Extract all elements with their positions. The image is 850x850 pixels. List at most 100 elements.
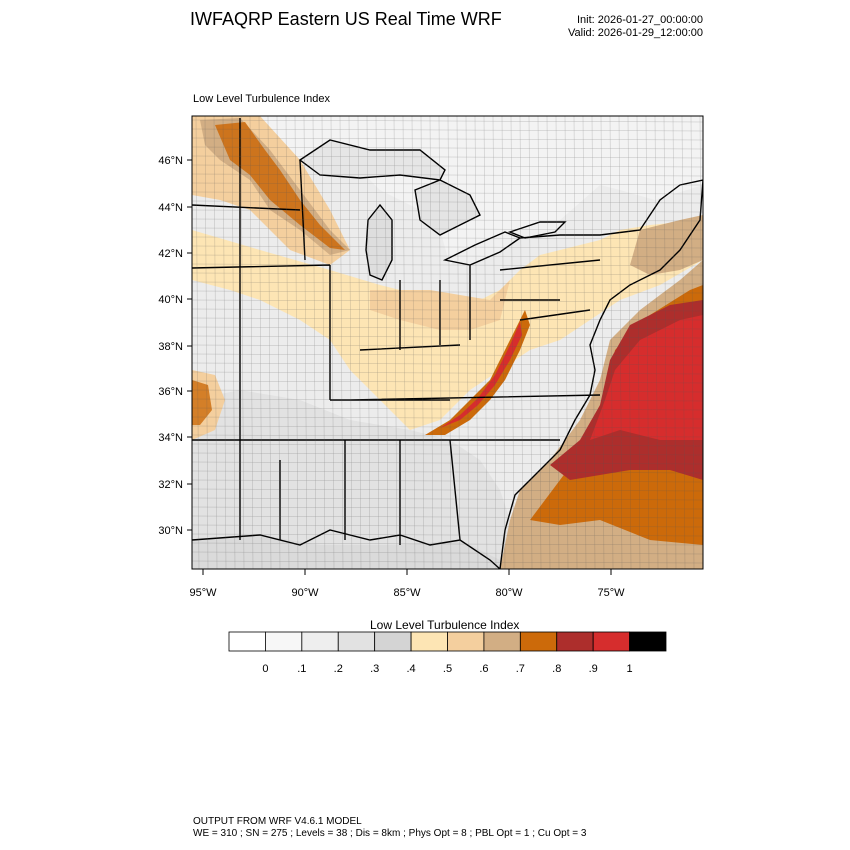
county-line bbox=[192, 560, 703, 564]
init-time: Init: 2026-01-27_00:00:00 bbox=[577, 14, 703, 26]
county-line bbox=[192, 173, 703, 177]
colorbar-swatch bbox=[374, 631, 412, 652]
colorbar-tick-label: 0 bbox=[262, 663, 268, 675]
county-line bbox=[438, 116, 443, 569]
county-line bbox=[192, 191, 703, 195]
county-line bbox=[528, 116, 533, 569]
colorbar-swatch bbox=[592, 631, 630, 652]
lake-michigan bbox=[366, 205, 392, 280]
colorbar-swatch bbox=[337, 631, 376, 652]
county-line bbox=[609, 116, 614, 569]
footer-line1: OUTPUT FROM WRF V4.6.1 MODEL bbox=[193, 816, 362, 827]
county-line bbox=[192, 299, 703, 303]
county-line bbox=[663, 116, 668, 569]
county-line bbox=[192, 353, 703, 357]
county-line bbox=[192, 452, 703, 456]
county-line bbox=[192, 470, 703, 474]
county-line bbox=[192, 344, 703, 348]
county-line bbox=[240, 116, 245, 569]
county-line bbox=[411, 116, 416, 569]
county-line bbox=[192, 272, 703, 276]
nw-orange bbox=[215, 122, 345, 250]
county-line bbox=[192, 209, 703, 213]
county-line bbox=[591, 116, 596, 569]
county-line bbox=[192, 245, 703, 249]
county-line bbox=[474, 116, 479, 569]
county-line bbox=[192, 434, 703, 438]
lake-michigan-outline bbox=[365, 203, 393, 281]
county-line bbox=[456, 116, 461, 569]
county-line bbox=[501, 116, 506, 569]
county-line bbox=[192, 398, 703, 402]
appalachian-orange bbox=[425, 310, 530, 435]
county-line bbox=[312, 116, 317, 569]
lon-label: 75°W bbox=[597, 587, 625, 599]
county-line bbox=[192, 128, 703, 132]
county-line bbox=[192, 416, 703, 420]
county-line bbox=[555, 116, 560, 569]
lon-label: 90°W bbox=[291, 587, 319, 599]
county-line bbox=[192, 317, 703, 321]
map-field-label: Low Level Turbulence Index bbox=[193, 93, 330, 105]
county-line bbox=[447, 116, 452, 569]
county-line bbox=[192, 371, 703, 375]
county-line bbox=[192, 155, 703, 159]
county-line bbox=[192, 119, 703, 123]
colorbar-tick-label: .9 bbox=[589, 663, 598, 675]
colorbar-tick-label: .3 bbox=[370, 663, 379, 675]
county-line bbox=[420, 116, 425, 569]
gulf-gray bbox=[192, 535, 510, 569]
footer-line2: WE = 310 ; SN = 275 ; Levels = 38 ; Dis … bbox=[193, 828, 587, 839]
south-gray bbox=[192, 390, 510, 569]
county-line bbox=[204, 116, 209, 569]
county-line bbox=[249, 116, 254, 569]
lat-label: 30°N bbox=[158, 525, 183, 537]
colorbar-swatch bbox=[265, 631, 303, 652]
lat-label: 40°N bbox=[158, 294, 183, 306]
colorbar: 0 .1 .2 .3 .4 .5 .6 .7 .8 .9 1 bbox=[228, 631, 667, 675]
map-frame bbox=[191, 115, 704, 570]
county-line bbox=[582, 116, 587, 569]
atlantic-coast bbox=[499, 179, 703, 569]
county-line bbox=[192, 281, 703, 285]
valid-time: Valid: 2026-01-29_12:00:00 bbox=[568, 27, 703, 39]
colorbar-swatch bbox=[629, 631, 667, 652]
colorbar-swatch bbox=[556, 631, 594, 652]
county-line bbox=[258, 116, 263, 569]
lon-label: 80°W bbox=[495, 587, 523, 599]
county-line bbox=[690, 116, 695, 569]
county-line bbox=[600, 116, 605, 569]
lat-label: 38°N bbox=[158, 341, 183, 353]
county-line bbox=[366, 116, 371, 569]
map-field bbox=[192, 116, 703, 569]
county-line bbox=[192, 137, 703, 141]
county-line bbox=[192, 479, 703, 483]
county-line bbox=[483, 116, 488, 569]
county-line bbox=[192, 326, 703, 330]
county-line bbox=[348, 116, 353, 569]
county-line bbox=[330, 116, 335, 569]
lon-label: 85°W bbox=[393, 587, 421, 599]
county-line bbox=[192, 533, 703, 537]
county-line bbox=[192, 380, 703, 384]
state-lines bbox=[192, 118, 601, 545]
colorbar-title: Low Level Turbulence Index bbox=[370, 618, 520, 632]
lake-erie bbox=[445, 232, 520, 265]
county-line bbox=[192, 443, 703, 447]
colorbar-swatch bbox=[447, 631, 485, 652]
county-line bbox=[192, 236, 703, 240]
lat-label: 32°N bbox=[158, 479, 183, 491]
county-line bbox=[321, 116, 326, 569]
county-line bbox=[672, 116, 677, 569]
county-line bbox=[393, 116, 398, 569]
county-line bbox=[192, 227, 703, 231]
county-line bbox=[192, 335, 703, 339]
lat-label: 44°N bbox=[158, 202, 183, 214]
lat-label: 46°N bbox=[158, 155, 183, 167]
colorbar-tick-label: 1 bbox=[627, 663, 633, 675]
lat-label: 34°N bbox=[158, 432, 183, 444]
county-line bbox=[192, 218, 703, 222]
county-line bbox=[267, 116, 272, 569]
county-line bbox=[192, 461, 703, 465]
